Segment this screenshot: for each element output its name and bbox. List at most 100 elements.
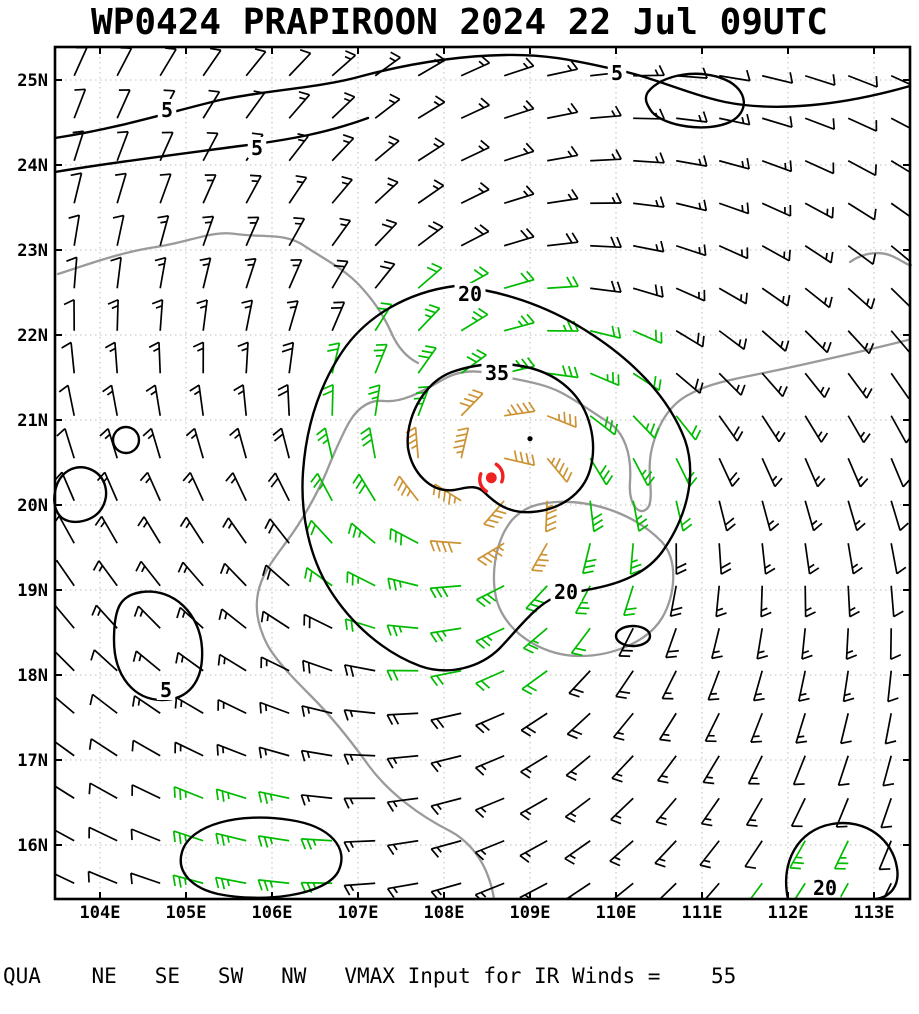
isotach-5-upper xyxy=(53,53,912,140)
wind-barb xyxy=(56,605,75,629)
wind-barb xyxy=(890,74,909,85)
wind-barb xyxy=(257,879,290,892)
contour-label-mask xyxy=(550,581,582,602)
wind-barb xyxy=(460,307,489,332)
wind-barb xyxy=(177,561,204,587)
wind-barb xyxy=(547,145,579,162)
wind-barb xyxy=(262,564,290,587)
wind-barb xyxy=(676,111,708,123)
isotach-label: 20 xyxy=(554,580,578,604)
wind-barb xyxy=(503,57,535,77)
wind-barb xyxy=(56,651,75,672)
isotach-label: 5 xyxy=(611,61,623,85)
wind-barb xyxy=(611,755,634,783)
wind-barb xyxy=(804,500,823,532)
wind-barb xyxy=(657,755,677,784)
wind-barb xyxy=(633,240,665,253)
wind-barb xyxy=(417,95,446,119)
wind-barb xyxy=(288,90,311,119)
wind-barb xyxy=(104,341,119,374)
analysis-center-dot xyxy=(527,436,533,442)
wind-barb xyxy=(629,543,642,575)
wind-barb xyxy=(531,542,549,572)
wind-barb xyxy=(884,713,897,745)
lon-label: 104E xyxy=(80,903,121,923)
wind-barb xyxy=(890,160,909,173)
isotach-small-circle xyxy=(111,425,141,455)
wind-barb xyxy=(522,627,548,654)
wind-barb xyxy=(564,840,591,865)
tropical-cyclone-icon xyxy=(478,462,505,493)
wind-barb xyxy=(475,627,505,650)
wind-barb xyxy=(795,712,808,744)
wind-barb xyxy=(610,797,634,825)
wind-barb xyxy=(842,670,855,703)
wind-barb xyxy=(116,89,131,119)
wind-barb xyxy=(613,882,634,898)
wind-barb xyxy=(244,257,257,289)
wind-barb xyxy=(880,797,893,829)
wind-barb xyxy=(504,450,536,467)
wind-barb xyxy=(288,217,306,247)
wind-barb xyxy=(63,298,76,331)
wind-barb xyxy=(654,840,677,868)
wind-barb xyxy=(393,475,419,502)
grid-lines xyxy=(55,47,910,899)
wind-barb xyxy=(475,669,505,692)
wind-barb xyxy=(744,840,763,870)
coastline-border xyxy=(56,232,420,365)
wind-barb xyxy=(503,270,535,290)
coastline-hainan-island xyxy=(492,500,675,658)
wind-barb xyxy=(301,705,333,717)
wind-barb xyxy=(304,567,333,587)
wind-barb xyxy=(847,543,863,575)
wind-barb xyxy=(797,670,810,702)
wind-barb xyxy=(503,142,535,162)
wind-barb xyxy=(386,839,419,856)
wind-barb xyxy=(303,613,333,630)
wind-barb xyxy=(804,457,826,488)
wind-barb xyxy=(665,627,679,659)
wind-barb xyxy=(503,313,535,332)
wind-barb xyxy=(386,669,419,681)
wind-barb xyxy=(503,185,535,205)
wind-barb xyxy=(676,155,708,167)
lon-label: 113E xyxy=(854,903,895,923)
wind-barb xyxy=(890,585,904,618)
wind-barb xyxy=(131,695,161,714)
wind-barb xyxy=(73,48,88,77)
wind-barb xyxy=(718,500,736,532)
wind-barb xyxy=(590,280,622,294)
wind-barb xyxy=(589,500,604,533)
wind-barb xyxy=(890,245,909,262)
wind-barb xyxy=(503,100,535,120)
wind-barb xyxy=(386,797,419,812)
wind-barb xyxy=(56,785,75,799)
wind-barb xyxy=(245,174,262,204)
wind-barb xyxy=(331,259,349,289)
wind-barb xyxy=(132,650,161,672)
wind-barb xyxy=(761,500,780,532)
wind-barb xyxy=(306,519,333,544)
wind-barb xyxy=(137,516,161,544)
wind-barb xyxy=(257,835,290,848)
wind-barb xyxy=(804,287,833,309)
wind-barb xyxy=(89,693,118,714)
wind-barb xyxy=(347,522,376,544)
wind-barb xyxy=(90,649,118,672)
wind-barb xyxy=(623,585,637,617)
wind-barb xyxy=(675,372,704,394)
wind-barb xyxy=(570,627,591,657)
wind-barb xyxy=(260,656,290,672)
wind-barb xyxy=(847,117,878,132)
wind-barb xyxy=(615,670,634,700)
wind-barb xyxy=(659,882,677,898)
lon-label: 109E xyxy=(510,903,551,923)
wind-barb xyxy=(483,500,507,529)
wind-barb xyxy=(148,341,162,374)
wind-barb xyxy=(547,320,579,332)
lon-label: 111E xyxy=(682,903,723,923)
wind-barb xyxy=(719,113,751,126)
wind-barb xyxy=(520,712,548,737)
wind-barb xyxy=(386,712,419,725)
